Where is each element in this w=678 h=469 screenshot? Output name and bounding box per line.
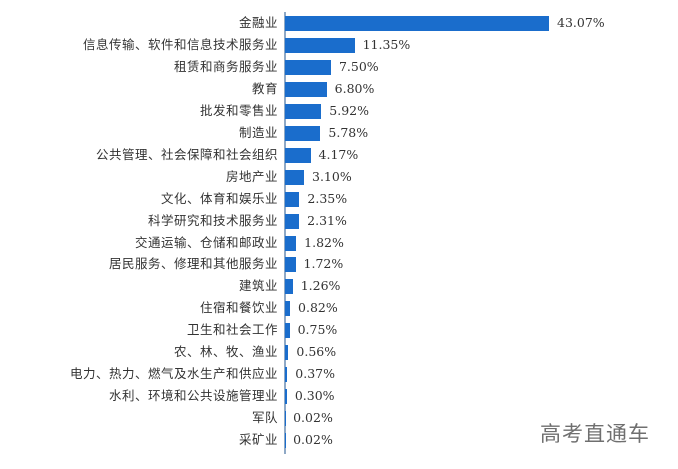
bar: [285, 169, 304, 185]
category-label: 制造业: [238, 124, 278, 140]
value-label: 0.56%: [296, 344, 337, 360]
bar-row: 交通运输、仓储和邮政业 1.82%: [0, 233, 678, 255]
bar: [285, 257, 296, 273]
value-label: 3.10%: [312, 168, 352, 184]
category-label: 电力、热力、燃气及水生产和供应业: [69, 366, 278, 382]
bar-row: 房地产业 3.10%: [0, 167, 678, 189]
category-label: 文化、体育和娱乐业: [160, 190, 278, 206]
category-label: 金融业: [238, 15, 278, 30]
bar-row: 军队 0.02%: [0, 408, 678, 430]
bar-row: 居民服务、修理和其他服务业 1.72%: [0, 254, 678, 276]
bar: [285, 191, 300, 207]
category-label: 军队: [251, 410, 278, 426]
value-label: 0.82%: [298, 300, 338, 316]
bar-row: 租赁和商务服务业 7.50%: [0, 57, 678, 79]
category-label: 教育: [251, 80, 278, 96]
category-label: 水利、环境和公共设施管理业: [108, 388, 278, 404]
bar: [285, 323, 290, 339]
category-label: 房地产业: [225, 168, 278, 184]
category-label: 农、林、牧、渔业: [173, 344, 278, 360]
bar-row: 卫生和社会工作 0.75%: [0, 320, 678, 342]
category-label: 住宿和餐饮业: [199, 300, 278, 316]
value-label: 0.75%: [297, 322, 338, 338]
bar-row: 电力、热力、燃气及水生产和供应业 0.37%: [0, 364, 678, 386]
value-label: 4.17%: [318, 146, 359, 162]
category-label: 卫生和社会工作: [186, 322, 278, 338]
value-label: 6.80%: [334, 80, 375, 96]
value-label: 0.02%: [293, 432, 333, 448]
bar-row: 信息传输、软件和信息技术服务业 11.35%: [0, 35, 678, 57]
bar-row: 采矿业 0.02%: [0, 430, 678, 452]
category-label: 建筑业: [238, 278, 278, 294]
value-label: 1.26%: [300, 278, 341, 294]
bar-row: 公共管理、社会保障和社会组织 4.17%: [0, 145, 678, 167]
bar-row: 农、林、牧、渔业 0.56%: [0, 342, 678, 364]
bar: [285, 59, 331, 75]
bar-row: 建筑业 1.26%: [0, 276, 678, 298]
bar-row: 文化、体育和娱乐业 2.35%: [0, 189, 678, 211]
category-label: 居民服务、修理和其他服务业: [108, 256, 278, 272]
bar: [285, 301, 291, 317]
value-label: 5.92%: [329, 102, 369, 118]
value-label: 1.82%: [304, 234, 344, 250]
category-label: 交通运输、仓储和邮政业: [134, 234, 278, 250]
category-label: 信息传输、软件和信息技术服务业: [82, 36, 278, 52]
watermark: 高考直通车: [540, 422, 650, 446]
category-label: 租赁和商务服务业: [173, 58, 278, 74]
value-label: 0.37%: [295, 366, 335, 382]
bar-row: 水利、环境和公共设施管理业 0.30%: [0, 386, 678, 408]
value-label: 0.30%: [294, 388, 335, 404]
value-label: 2.31%: [307, 212, 347, 228]
value-label: 5.78%: [328, 124, 369, 140]
bar: [285, 235, 297, 251]
bar-row: 金融业 43.07%: [0, 13, 678, 35]
bar: [285, 345, 289, 361]
bar: [285, 389, 287, 405]
value-label: 0.02%: [293, 410, 333, 426]
bar: [285, 367, 288, 383]
value-label: 7.50%: [338, 58, 379, 74]
category-label: 采矿业: [238, 432, 278, 448]
y-axis-line: [284, 12, 286, 454]
bar: [285, 103, 322, 119]
bar: [285, 147, 311, 163]
bar-row: 科学研究和技术服务业 2.31%: [0, 211, 678, 233]
bar: [285, 125, 321, 141]
bar-row: 住宿和餐饮业 0.82%: [0, 298, 678, 320]
bar-row: 教育 6.80%: [0, 79, 678, 101]
category-label: 公共管理、社会保障和社会组织: [95, 146, 278, 162]
bar-row: 制造业 5.78%: [0, 123, 678, 145]
bar: [285, 279, 293, 295]
category-label: 批发和零售业: [199, 102, 278, 118]
bar: [285, 213, 300, 229]
category-label: 科学研究和技术服务业: [147, 212, 278, 228]
bar-row: 批发和零售业 5.92%: [0, 101, 678, 123]
value-label: 2.35%: [307, 190, 348, 206]
value-label: 11.35%: [362, 36, 411, 52]
value-label: 1.72%: [303, 256, 344, 272]
bar: [285, 37, 355, 53]
value-label: 43.07%: [557, 15, 605, 30]
bar: [285, 16, 549, 31]
bar: [285, 81, 327, 97]
